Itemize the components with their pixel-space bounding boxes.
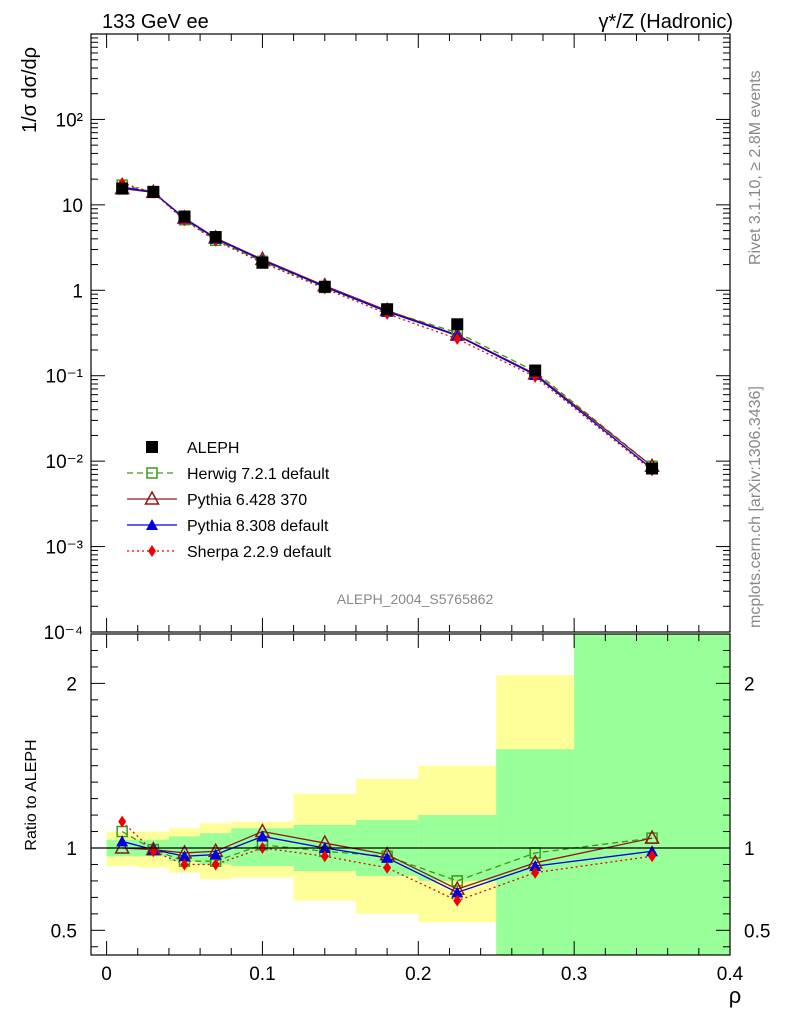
ratio-point-1-0 (114, 839, 130, 854)
legend-label-1: Herwig 7.2.1 default (187, 466, 330, 483)
ratio-xtick-label: 0.1 (249, 964, 275, 985)
header-left: 133 GeV ee (102, 11, 209, 33)
ratio-point-2-0 (116, 835, 129, 847)
ratio-point-3-8 (531, 866, 540, 879)
main-frame (90, 33, 731, 633)
ratio-series-line-1 (122, 830, 653, 890)
ratio-series-line-2 (122, 835, 653, 894)
legend-label-2: Pythia 6.428 370 (187, 492, 307, 509)
band-inner-8 (496, 749, 575, 955)
main-point-0-3 (209, 231, 222, 244)
ratio-point-3-7 (453, 894, 462, 907)
main-series-markers (114, 177, 660, 477)
ratio-point-3-6 (383, 861, 392, 874)
ratio-point-2-7 (451, 886, 464, 898)
ratio-point-2-4 (256, 830, 269, 842)
legend-marker-1 (146, 467, 158, 479)
main-axes: 10⁻⁴ 10⁻³ 10⁻² 10⁻¹ 1 10 10² (44, 33, 731, 644)
header-right: γ*/Z (Hadronic) (599, 11, 733, 33)
main-series-line-3 (122, 186, 653, 470)
main-point-0-6 (381, 303, 394, 316)
main-ytick-label: 10⁻¹ (46, 367, 84, 388)
main-ylabel: 1/σ dσ/dρ (19, 47, 41, 133)
ratio-xtick-label: 0.2 (405, 964, 431, 985)
ratio-ytick-label-right: 0.5 (744, 921, 770, 942)
main-point-0-9 (646, 462, 659, 475)
legend-label-4: Sherpa 2.2.9 default (187, 544, 332, 561)
ratio-ytick-label: 1 (66, 839, 77, 860)
main-ytick-label: 10⁻² (46, 452, 84, 473)
legend-marker-2 (144, 490, 160, 505)
legend-marker-3 (146, 519, 158, 530)
main-point-0-2 (178, 210, 191, 223)
main-point-0-5 (318, 280, 331, 293)
ratio-panel: 0.5 0.5 1 1 2 2 0 0.1 0.2 0.3 0.4 Ratio to ALEPH ρ (23, 633, 770, 1008)
main-ytick-label: 10 (62, 196, 83, 217)
ratio-point-3-2 (180, 858, 189, 871)
main-ytick-label: 10⁻³ (46, 538, 84, 559)
ratio-point-3-9 (648, 850, 657, 863)
main-point-0-7 (451, 318, 464, 331)
ratio-xtick-label: 0.4 (717, 964, 744, 985)
legend-label-3: Pythia 8.308 default (187, 518, 329, 535)
ratio-ytick-label-right: 1 (744, 839, 755, 860)
ratio-ytick-label: 2 (66, 674, 77, 695)
main-point-0-8 (529, 364, 542, 377)
ratio-point-3-3 (211, 858, 220, 871)
ratio-point-2-3 (209, 848, 222, 860)
ratio-ytick-label-right: 2 (744, 674, 755, 695)
main-panel: 10⁻⁴ 10⁻³ 10⁻² 10⁻¹ 1 10 10² 1/σ dσ/dρ ALEPH He… (19, 33, 731, 644)
band-inner-9 (574, 634, 730, 955)
ratio-point-3-0 (118, 815, 127, 828)
main-ytick-label: 10⁻⁴ (44, 623, 83, 644)
main-point-0-1 (147, 185, 160, 198)
ratio-point-2-6 (381, 851, 394, 863)
main-point-0-4 (256, 256, 269, 269)
legend-label-0: ALEPH (187, 440, 239, 457)
legend-marker-0 (146, 441, 158, 453)
ratio-frame (90, 633, 731, 956)
ratio-point-3-5 (320, 850, 329, 863)
rivet-label: Rivet 3.1.10, ≥ 2.8M events (747, 70, 764, 265)
legend-marker-4 (148, 545, 156, 557)
main-point-4-7 (453, 332, 462, 345)
mcplots-label: mcplots.cern.ch [arXiv:1306.3436] (747, 386, 764, 628)
ratio-ylabel: Ratio to ALEPH (23, 739, 40, 850)
ratio-axes: 0.5 0.5 1 1 2 2 0 0.1 0.2 0.3 0.4 (51, 633, 770, 985)
ratio-series-markers (114, 815, 660, 907)
ratio-bands (106, 634, 730, 955)
ratio-point-1-9 (644, 829, 660, 844)
main-series-line-1 (122, 184, 653, 467)
x-axis-label: ρ (729, 983, 742, 1008)
main-point-0-0 (116, 182, 129, 195)
ratio-point-2-8 (529, 860, 542, 872)
main-ytick-label: 10² (56, 110, 83, 131)
main-ytick-label: 1 (72, 281, 83, 302)
ratio-point-0-7 (451, 875, 464, 887)
ratio-point-2-2 (178, 850, 191, 862)
analysis-id: ALEPH_2004_S5765862 (337, 591, 494, 607)
legend: ALEPH Herwig 7.2.1 default Pythia 6.428 37… (127, 440, 332, 561)
main-series-lines (121, 182, 653, 471)
ratio-xtick-label: 0 (101, 964, 112, 985)
main-series-line-4 (121, 182, 653, 471)
ratio-ytick-label: 0.5 (51, 921, 77, 942)
ratio-xtick-label: 0.3 (561, 964, 587, 985)
